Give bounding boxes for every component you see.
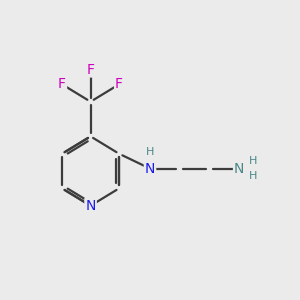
Text: H: H	[249, 156, 258, 166]
Text: N: N	[85, 199, 96, 213]
Text: F: F	[87, 62, 94, 76]
Text: H: H	[146, 148, 154, 158]
Text: H: H	[249, 171, 258, 181]
Text: N: N	[234, 162, 244, 176]
Text: N: N	[145, 162, 155, 176]
Text: F: F	[115, 77, 123, 92]
Text: F: F	[58, 77, 66, 92]
